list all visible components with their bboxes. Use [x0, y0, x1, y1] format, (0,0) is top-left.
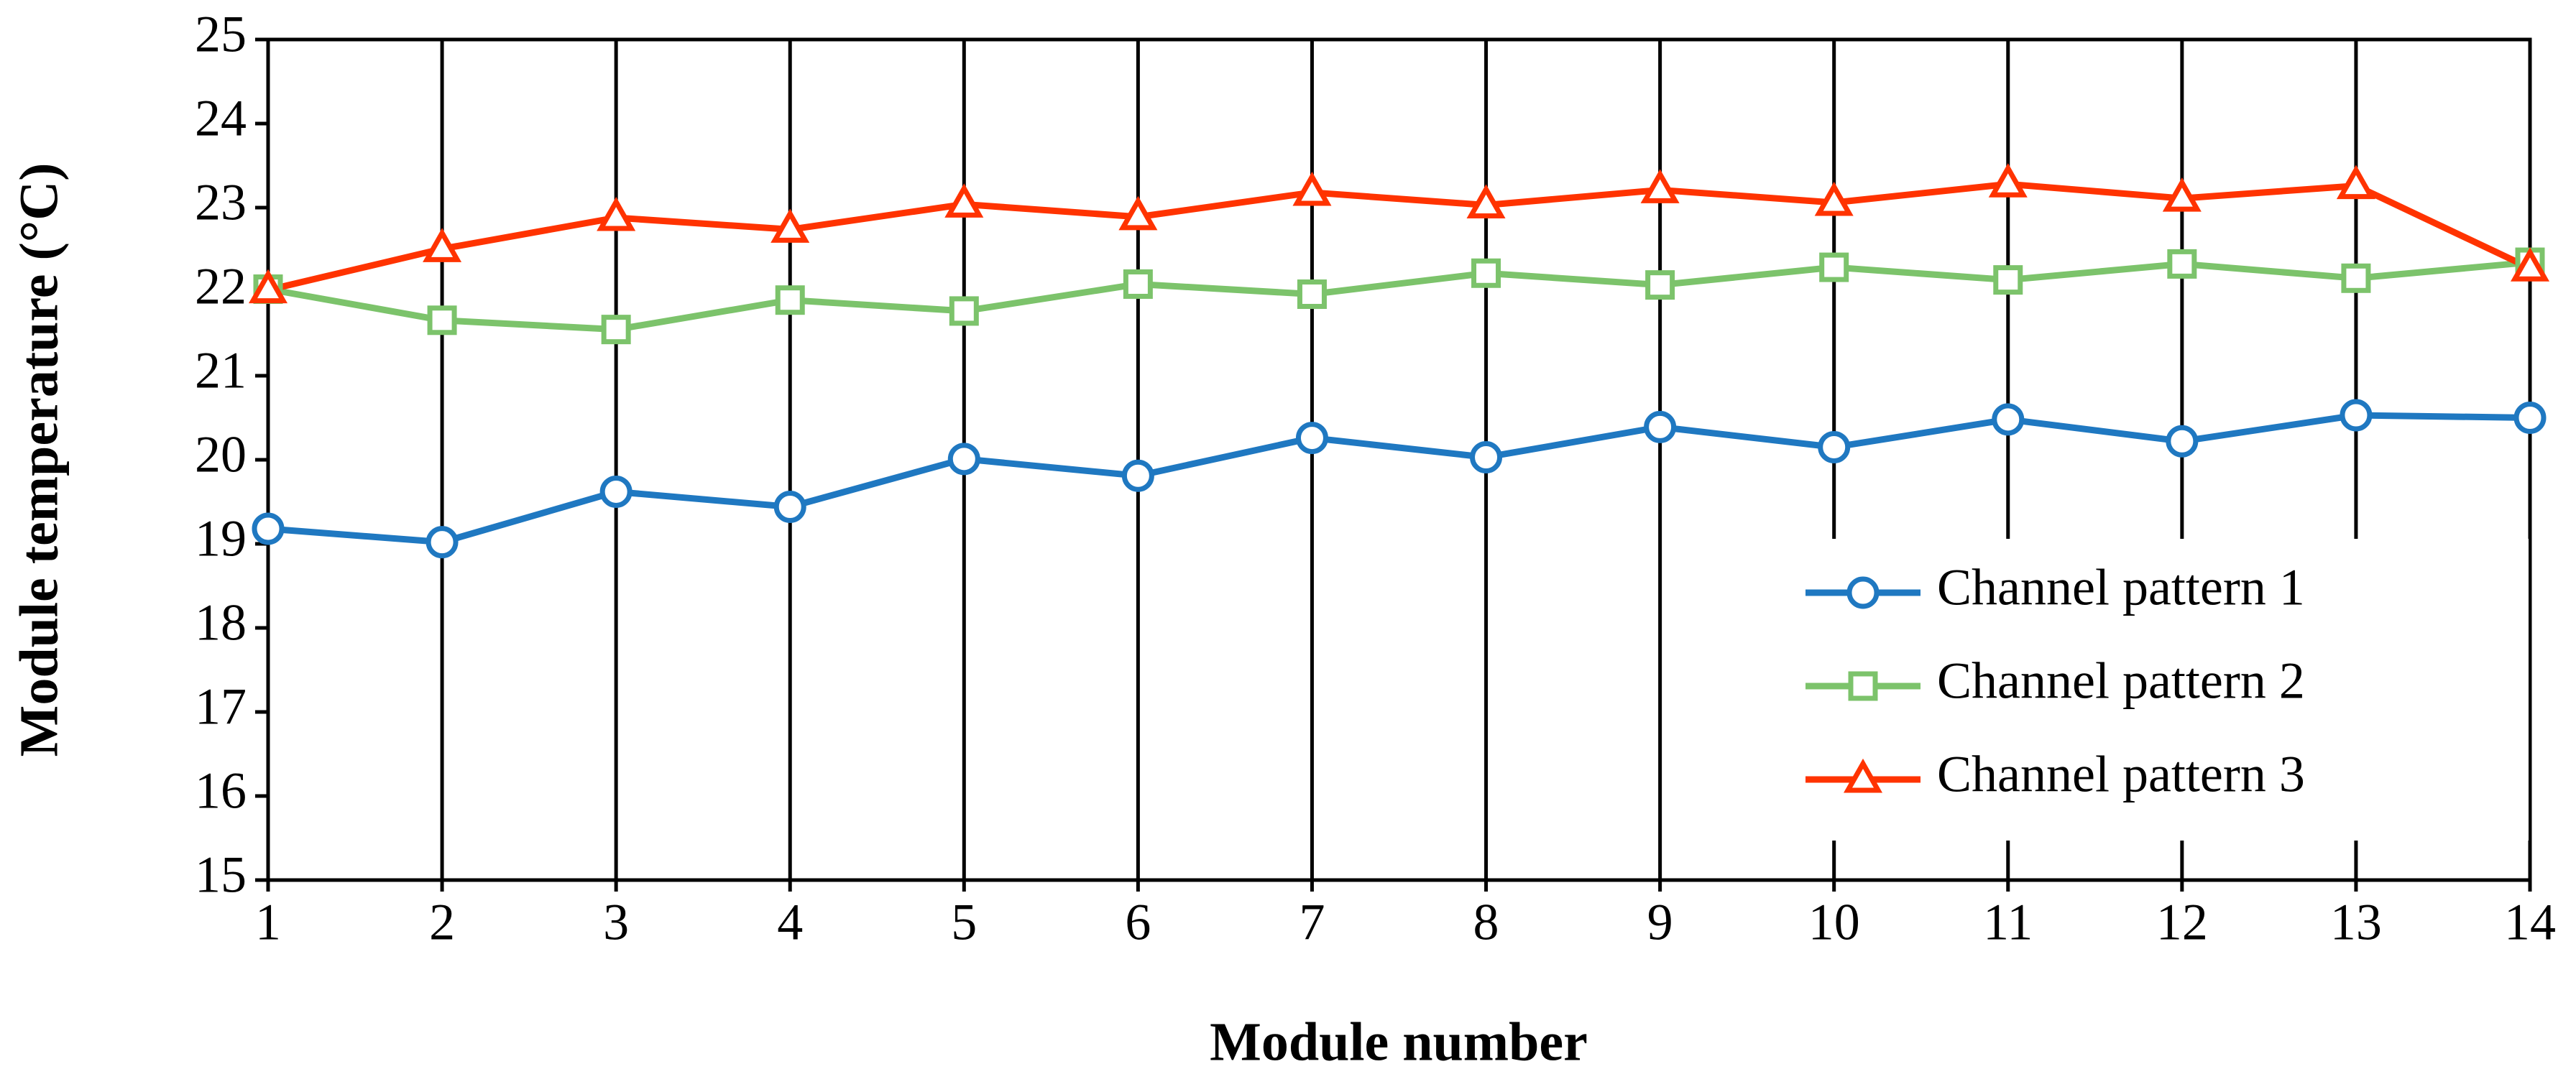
- marker: [1297, 279, 1327, 310]
- series-line: [267, 412, 2531, 546]
- x-tick-label: 6: [1125, 894, 1151, 951]
- x-tick-label: 7: [1299, 894, 1325, 951]
- marker: [1118, 195, 1158, 231]
- y-tick-label: 22: [195, 258, 247, 315]
- marker: [1645, 270, 1675, 300]
- marker: [770, 208, 810, 243]
- legend-background: [1788, 539, 2529, 841]
- x-tick-label: 3: [603, 894, 629, 951]
- marker: [1988, 163, 2028, 198]
- marker: [1818, 430, 1851, 463]
- marker: [423, 228, 462, 262]
- series-line: [267, 180, 2531, 294]
- legend-marker: [1846, 576, 1880, 609]
- marker: [601, 315, 631, 345]
- marker: [597, 196, 636, 231]
- x-tick-label: 5: [951, 894, 977, 951]
- legend: Channel pattern 1 Channel pattern 2 Channe…: [1788, 539, 2529, 841]
- marker: [773, 491, 806, 524]
- legend-marker: [1843, 758, 1883, 793]
- y-tick-label: 19: [195, 510, 247, 568]
- x-tick-label: 8: [1473, 894, 1499, 951]
- marker: [2513, 402, 2547, 434]
- y-tick-label: 24: [195, 90, 247, 147]
- x-tick-label: 12: [2156, 894, 2208, 951]
- y-tick-label: 25: [195, 6, 247, 63]
- x-tick-label: 13: [2330, 894, 2382, 951]
- legend-marker: [1848, 671, 1878, 701]
- y-tick-label: 21: [195, 342, 247, 399]
- marker: [599, 475, 632, 508]
- x-tick-label: 11: [1983, 894, 2033, 951]
- marker: [248, 269, 288, 304]
- legend-label: Channel pattern 2: [1937, 652, 2305, 710]
- marker: [252, 512, 285, 545]
- legend-label: Channel pattern 1: [1937, 559, 2305, 616]
- y-tick-label: 20: [195, 426, 247, 483]
- marker: [1819, 252, 1849, 282]
- marker: [1121, 459, 1154, 492]
- series-line: [267, 259, 2531, 333]
- marker: [2166, 425, 2199, 458]
- marker: [1992, 403, 2025, 436]
- y-tick-label: 23: [195, 174, 247, 231]
- x-tick-label: 10: [1808, 894, 1860, 951]
- legend-label: Channel pattern 3: [1937, 746, 2305, 803]
- marker: [1993, 265, 2023, 295]
- y-axis-title: Module temperature (°C): [9, 163, 69, 757]
- x-tick-label: 2: [429, 894, 455, 951]
- x-tick-label: 9: [1647, 894, 1673, 951]
- plot-frame: [266, 37, 2532, 882]
- marker: [1644, 410, 1677, 443]
- marker: [426, 526, 459, 559]
- marker: [775, 285, 805, 315]
- marker: [944, 183, 984, 218]
- y-tick-label: 17: [195, 678, 247, 736]
- y-tick-label: 15: [195, 846, 247, 904]
- marker: [1640, 169, 1680, 203]
- marker: [2341, 263, 2371, 293]
- y-tick-label: 18: [195, 594, 247, 652]
- marker: [1466, 184, 1506, 218]
- x-tick-label: 1: [255, 894, 281, 951]
- marker: [2340, 399, 2373, 432]
- marker: [2336, 165, 2375, 200]
- y-tick-label: 16: [195, 762, 247, 820]
- x-tick-label: 14: [2504, 894, 2556, 951]
- x-axis-title: Module number: [1210, 1012, 1588, 1072]
- marker: [1470, 440, 1503, 473]
- marker: [2510, 247, 2550, 282]
- marker: [947, 443, 980, 476]
- marker: [1123, 269, 1153, 299]
- marker: [1295, 422, 1328, 455]
- marker: [1292, 171, 1332, 206]
- marker: [1814, 181, 1854, 216]
- marker: [2167, 249, 2197, 279]
- marker: [1471, 258, 1501, 288]
- marker: [2162, 177, 2202, 212]
- marker: [427, 305, 457, 336]
- marker: [949, 296, 979, 326]
- x-tick-label: 4: [777, 894, 803, 951]
